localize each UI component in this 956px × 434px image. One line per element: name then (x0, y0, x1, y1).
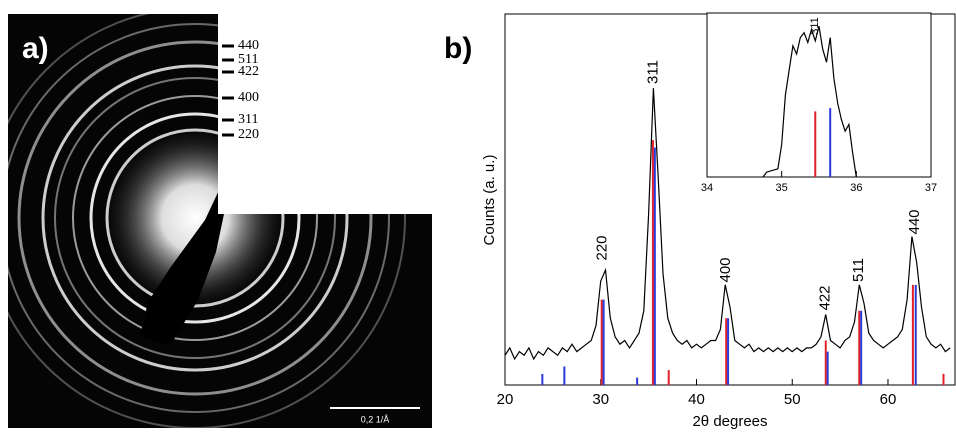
x-tick-label: 50 (784, 391, 801, 408)
label-corner (218, 0, 448, 214)
x-tick-label: 34 (701, 182, 713, 194)
ring-label: 220 (238, 127, 259, 142)
pattern-line (762, 25, 857, 178)
x-tick-label: 60 (880, 391, 897, 408)
ring-label: 440 (238, 38, 259, 53)
scale-bar-label: 0,2 1/Å (361, 414, 390, 424)
beam-stop (140, 188, 224, 346)
ring-label: 400 (238, 90, 259, 105)
peak-label: 511 (850, 258, 867, 282)
y-axis-title: Counts (a. u.) (481, 155, 498, 246)
panel-label: b) (444, 32, 472, 65)
peak-label: 400 (717, 257, 734, 282)
ring-label: 422 (238, 64, 259, 79)
ring-label: 511 (238, 52, 258, 67)
peak-label: 311 (809, 17, 821, 35)
x-axis-title: 2θ degrees (692, 413, 767, 430)
x-tick-label: 20 (497, 391, 514, 408)
pattern-line (504, 88, 951, 361)
x-tick-label: 36 (850, 182, 862, 194)
panel-label: a) (22, 32, 49, 65)
inset-chart: 34 35 36 37 311 (701, 12, 937, 194)
x-tick-label: 37 (925, 182, 937, 194)
diffraction-image: 0,2 1/Å a) (0, 0, 448, 429)
rings (0, 7, 406, 429)
peak-label: 422 (817, 285, 834, 310)
ring-label: 311 (238, 112, 258, 127)
x-tick-label: 35 (776, 182, 788, 194)
peak-label: 440 (906, 209, 923, 234)
peak-label: 220 (594, 235, 611, 260)
plot-frame (706, 12, 932, 178)
x-tick-label: 40 (688, 391, 705, 408)
x-tick-label: 30 (592, 391, 609, 408)
xrd-chart: 20 30 40 50 60 220 311 400 422 511 440 b) Counts (a.… (444, 13, 956, 430)
peak-label: 311 (644, 60, 661, 84)
